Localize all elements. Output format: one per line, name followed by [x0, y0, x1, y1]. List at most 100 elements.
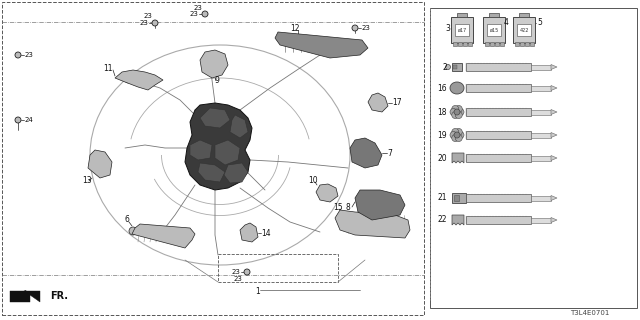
Circle shape: [137, 79, 143, 85]
Circle shape: [457, 132, 464, 139]
Circle shape: [129, 227, 137, 235]
Text: 18: 18: [438, 108, 447, 116]
Text: 22: 22: [438, 215, 447, 225]
Bar: [519, 13, 529, 17]
Bar: [485, 42, 489, 46]
Polygon shape: [230, 115, 248, 138]
Text: 21: 21: [438, 194, 447, 203]
Polygon shape: [115, 70, 163, 90]
Polygon shape: [368, 93, 388, 112]
Polygon shape: [551, 85, 557, 91]
Polygon shape: [10, 291, 40, 302]
Bar: [531, 156, 551, 161]
Text: 23: 23: [193, 5, 202, 11]
Text: 11: 11: [104, 63, 113, 73]
Polygon shape: [198, 163, 225, 182]
Polygon shape: [275, 32, 368, 58]
Polygon shape: [190, 140, 212, 160]
Circle shape: [452, 128, 459, 135]
Bar: [531, 196, 551, 201]
FancyArrowPatch shape: [10, 291, 26, 299]
Bar: [453, 65, 457, 69]
Bar: [531, 132, 551, 138]
Circle shape: [454, 109, 460, 115]
Text: 8: 8: [345, 203, 350, 212]
Circle shape: [152, 20, 158, 26]
Bar: [487, 24, 501, 36]
Polygon shape: [452, 215, 464, 225]
Polygon shape: [224, 163, 248, 183]
Circle shape: [450, 132, 457, 139]
Circle shape: [455, 128, 462, 135]
Text: 5: 5: [537, 18, 542, 27]
Ellipse shape: [450, 82, 464, 94]
Polygon shape: [551, 156, 557, 161]
Circle shape: [147, 79, 153, 85]
Text: 10: 10: [308, 175, 318, 185]
Polygon shape: [551, 218, 557, 222]
Bar: [452, 85, 462, 91]
Bar: [500, 42, 504, 46]
Bar: [490, 42, 494, 46]
Polygon shape: [551, 132, 557, 138]
Bar: [430, 8, 637, 308]
Text: 7: 7: [387, 148, 392, 157]
Circle shape: [450, 108, 457, 116]
Circle shape: [355, 145, 361, 151]
Circle shape: [376, 204, 383, 212]
Bar: [2, 2, 424, 315]
Circle shape: [362, 152, 368, 158]
Text: 23: 23: [189, 11, 198, 17]
Bar: [466, 154, 531, 162]
Circle shape: [452, 106, 459, 112]
Polygon shape: [335, 210, 410, 238]
Text: 23: 23: [362, 25, 371, 31]
Bar: [531, 65, 551, 69]
Circle shape: [445, 65, 451, 69]
Bar: [453, 42, 457, 46]
Circle shape: [244, 269, 250, 275]
Circle shape: [202, 11, 208, 17]
Text: 23: 23: [231, 269, 240, 275]
Text: 9: 9: [214, 76, 220, 84]
Bar: [530, 42, 534, 46]
Polygon shape: [200, 50, 228, 78]
Bar: [218, 254, 338, 282]
Text: ø15: ø15: [490, 28, 499, 33]
Bar: [454, 195, 459, 201]
Bar: [489, 13, 499, 17]
Text: 17: 17: [392, 98, 402, 107]
Bar: [244, 228, 252, 236]
Bar: [455, 24, 469, 36]
Polygon shape: [240, 223, 258, 242]
Circle shape: [369, 157, 375, 163]
Text: 23: 23: [139, 20, 148, 26]
Polygon shape: [132, 224, 195, 248]
Circle shape: [455, 134, 462, 141]
Bar: [520, 42, 524, 46]
Bar: [458, 42, 462, 46]
Bar: [452, 193, 466, 203]
Circle shape: [452, 134, 459, 141]
Polygon shape: [350, 138, 382, 168]
Text: 6: 6: [125, 215, 129, 225]
Polygon shape: [316, 184, 338, 202]
Text: 23: 23: [234, 276, 243, 282]
Circle shape: [352, 25, 358, 31]
Text: 14: 14: [261, 228, 271, 237]
Bar: [466, 84, 531, 92]
Circle shape: [455, 112, 462, 118]
Bar: [466, 216, 531, 224]
Circle shape: [455, 106, 462, 112]
Bar: [531, 85, 551, 91]
Text: 20: 20: [437, 154, 447, 163]
Circle shape: [387, 202, 394, 209]
Text: 24: 24: [25, 117, 34, 123]
Text: 2: 2: [442, 62, 447, 71]
Text: 23: 23: [25, 52, 34, 58]
Polygon shape: [452, 153, 464, 163]
Bar: [451, 17, 473, 43]
Bar: [213, 62, 219, 68]
Text: 19: 19: [437, 131, 447, 140]
Bar: [495, 42, 499, 46]
